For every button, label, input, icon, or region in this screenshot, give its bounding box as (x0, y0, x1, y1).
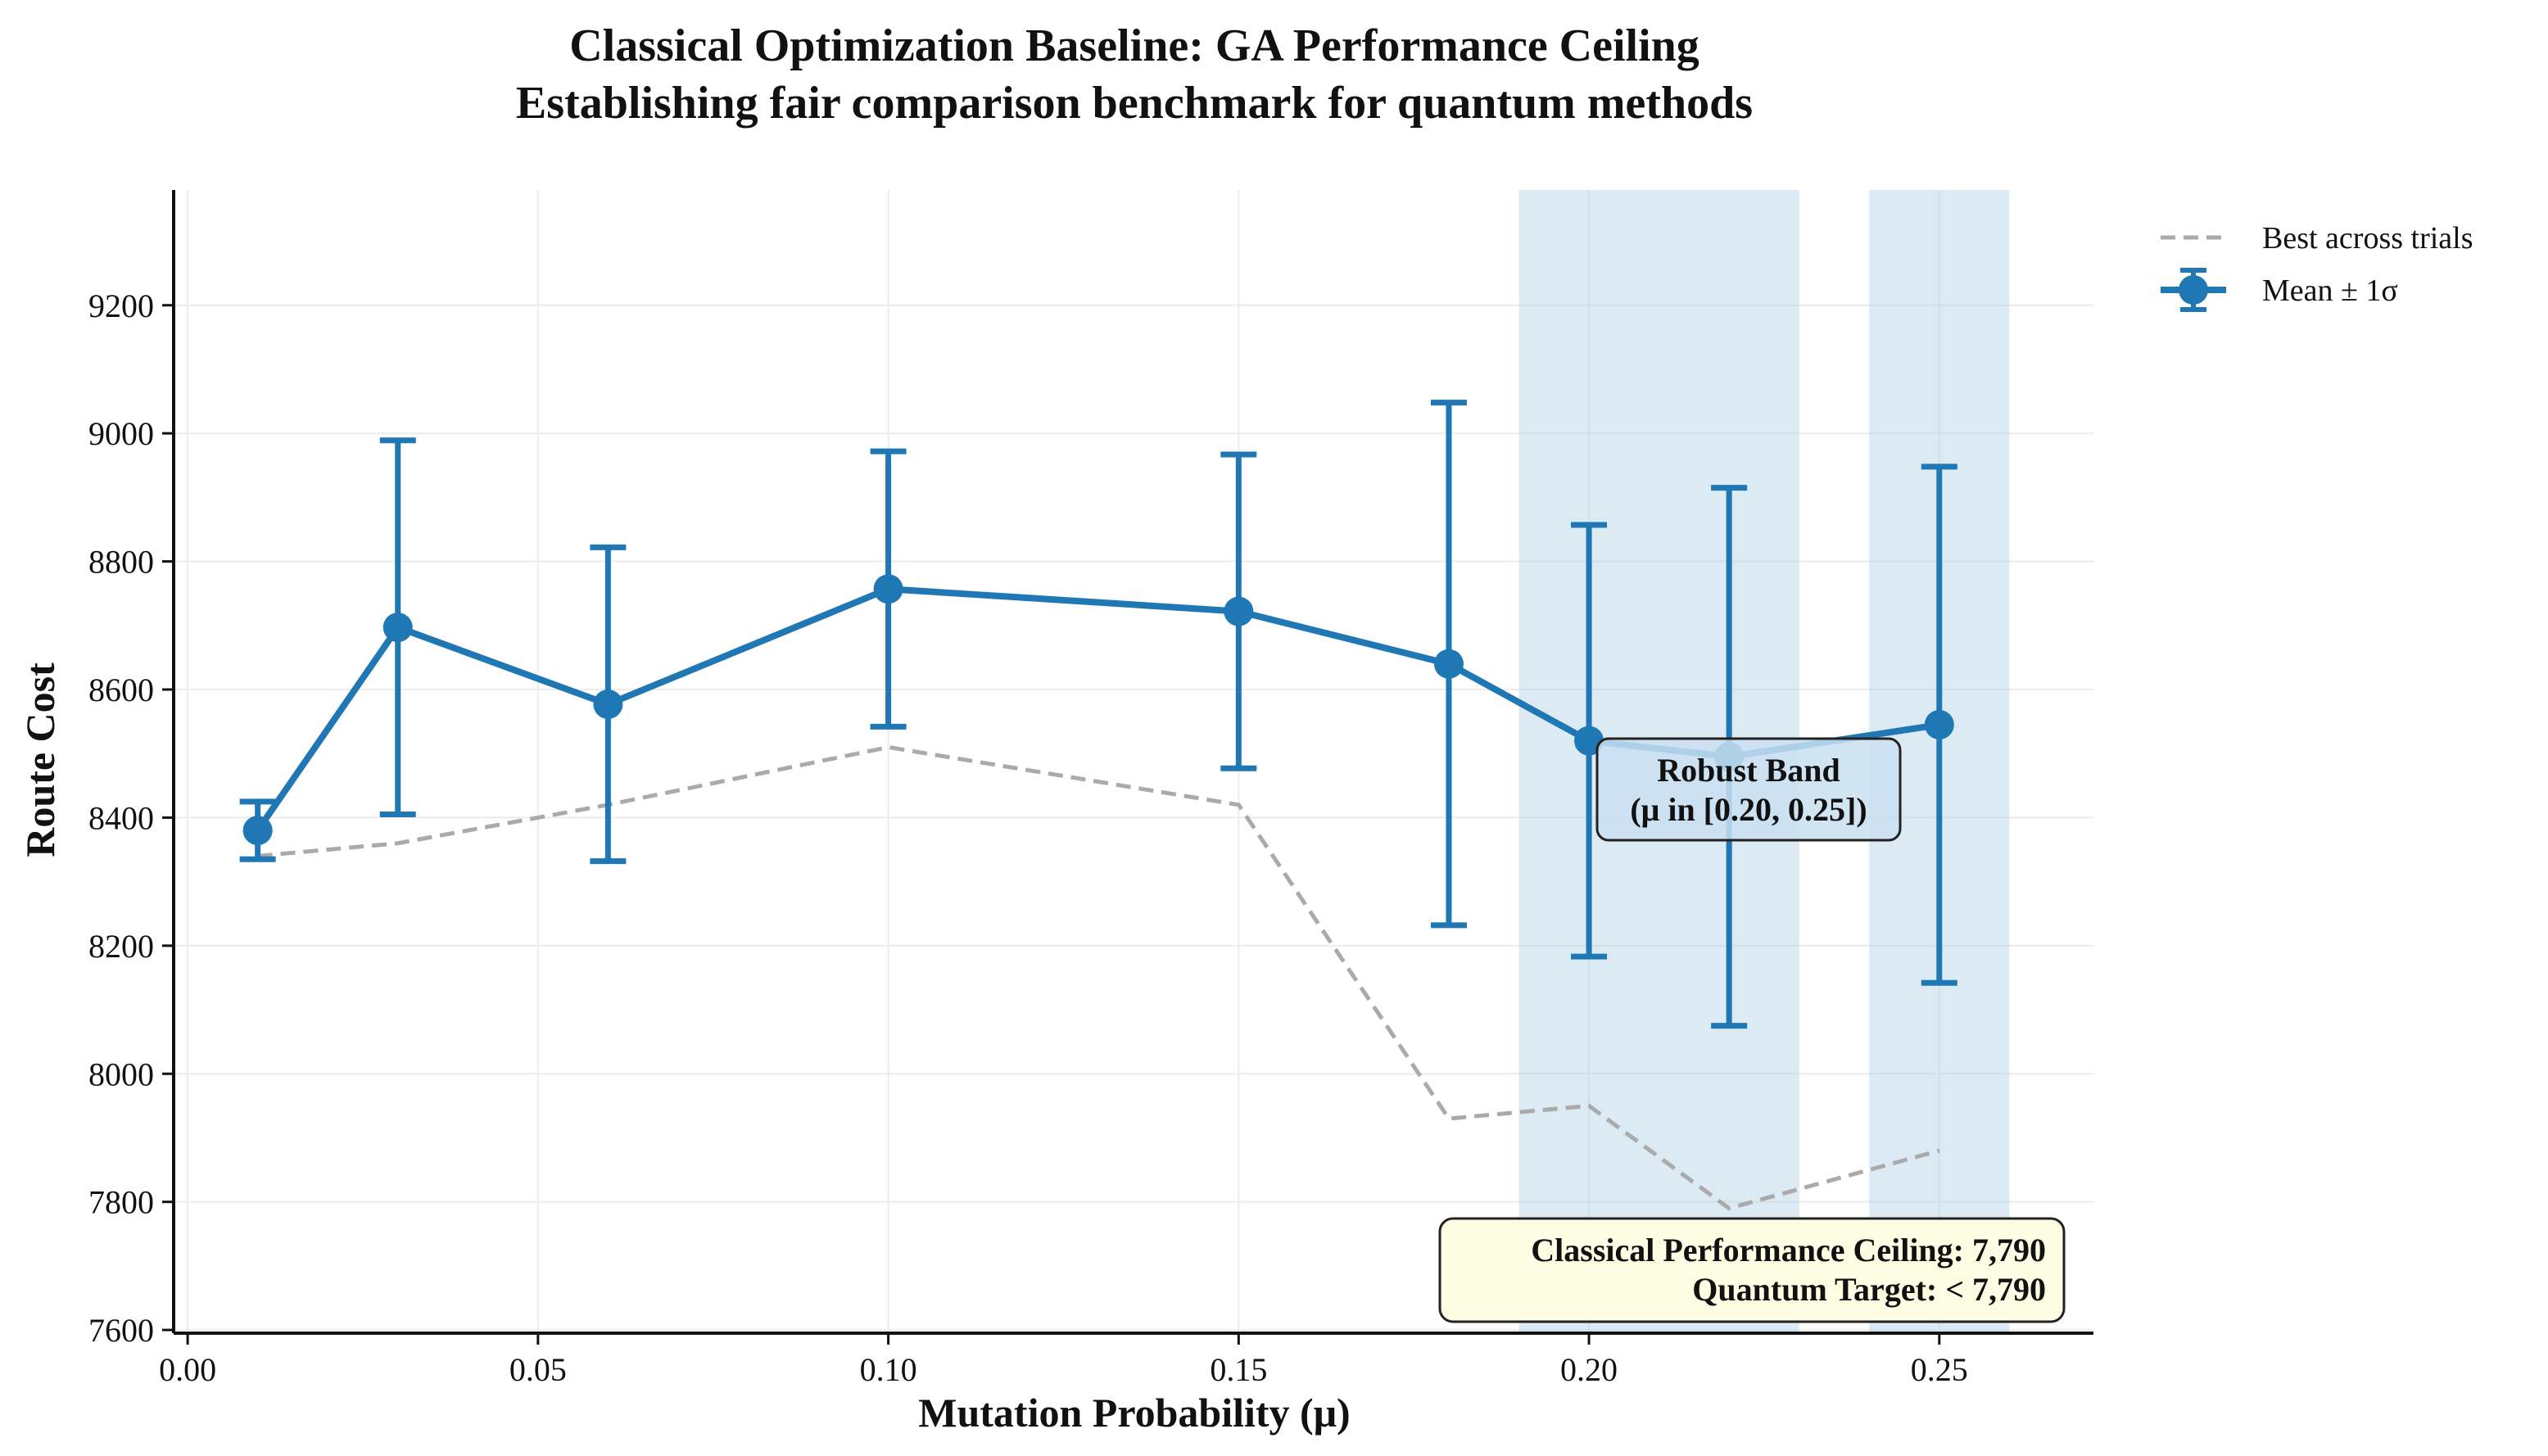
legend-best-label: Best across trials (2262, 221, 2473, 255)
x-tick-label-1: 0.05 (509, 1351, 567, 1388)
ceiling-line2: Quantum Target: < 7,790 (1692, 1271, 2046, 1308)
chart-title: Classical Optimization Baseline: GA Perf… (569, 20, 1699, 71)
legend-mean-label: Mean ± 1σ (2262, 274, 2398, 308)
robust-band-line2: (μ in [0.20, 0.25]) (1630, 791, 1867, 828)
mean-point-4 (1224, 596, 1254, 626)
y-tick-label-4: 8400 (88, 799, 154, 836)
y-tick-label-7: 9000 (88, 415, 154, 452)
x-tick-label-3: 0.15 (1210, 1351, 1267, 1388)
robust-band-line1: Robust Band (1657, 752, 1840, 789)
y-tick-label-1: 7800 (88, 1184, 154, 1221)
ceiling-box (1438, 1217, 2066, 1323)
robust-band-annotation: Robust Band (μ in [0.20, 0.25]) (1595, 737, 1902, 842)
axes: 7600 7800 8000 8200 8400 8600 8800 9000 9200 0.00… (88, 190, 2093, 1388)
ceiling-line1: Classical Performance Ceiling: 7,790 (1531, 1232, 2046, 1268)
x-tick-label-2: 0.10 (860, 1351, 917, 1388)
x-tick-label-0: 0.00 (159, 1351, 216, 1388)
mean-point-8 (1924, 710, 1954, 740)
x-tick-label-4: 0.20 (1560, 1351, 1618, 1388)
robust-band-box (1595, 737, 1902, 842)
y-tick-label-0: 7600 (88, 1312, 154, 1349)
mean-point-1 (382, 613, 413, 643)
y-tick-label-6: 8800 (88, 544, 154, 581)
y-tick-label-3: 8200 (88, 928, 154, 965)
y-axis-label: Route Cost (17, 662, 63, 857)
x-axis-label: Mutation Probability (μ) (918, 1390, 1350, 1436)
y-tick-label-8: 9200 (88, 287, 154, 324)
ceiling-annotation: Classical Performance Ceiling: 7,790 Qua… (1438, 1217, 2066, 1323)
plot-series (239, 400, 1957, 1211)
chart-subtitle: Establishing fair comparison benchmark f… (516, 78, 1753, 129)
legend-mean-marker (2179, 275, 2208, 305)
mean-point-3 (873, 574, 903, 604)
mean-point-0 (242, 816, 273, 846)
mean-point-2 (593, 690, 623, 720)
mean-point-5 (1433, 649, 1464, 679)
y-tick-label-2: 8000 (88, 1056, 154, 1092)
best-trials-line (257, 744, 1940, 1211)
y-tick-label-5: 8600 (88, 671, 154, 708)
legend: Best across trials Mean ± 1σ (2161, 221, 2473, 312)
x-tick-label-5: 0.25 (1911, 1351, 1968, 1388)
